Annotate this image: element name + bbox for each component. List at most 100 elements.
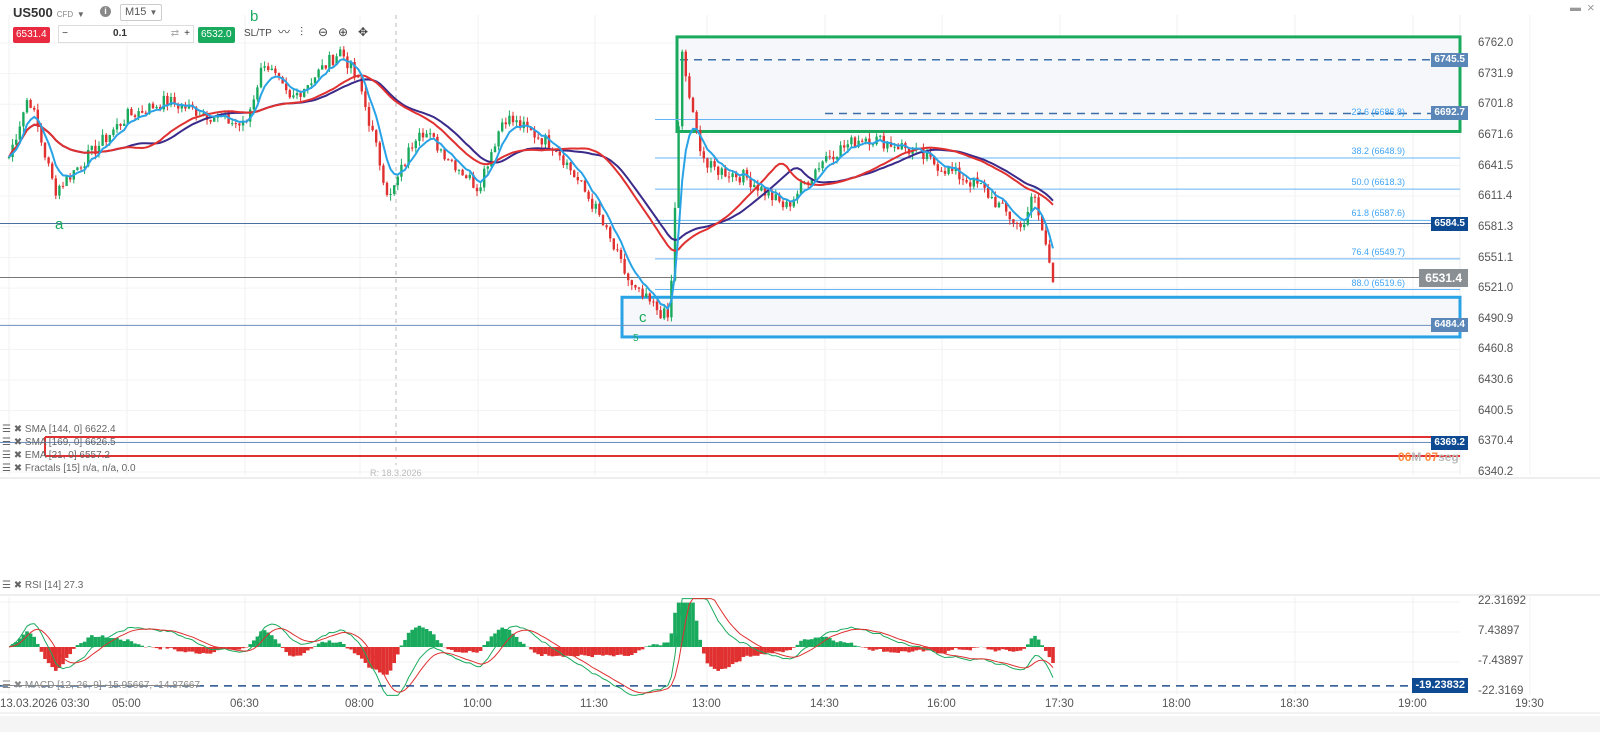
candle-body (357, 76, 360, 78)
candle-body (324, 65, 327, 69)
candle-body (256, 87, 259, 100)
macd-level-badge[interactable]: -19.23832 (1412, 677, 1468, 693)
indicator-ema21-label[interactable]: ☰ ✖ EMA [21, 0] 6557.2 (2, 450, 110, 461)
candle-body (706, 158, 709, 168)
line-chart-icon[interactable]: 〰 (278, 25, 291, 39)
candle-body (983, 183, 986, 188)
candle-body (274, 68, 277, 74)
candle-body (785, 201, 788, 208)
indicator-macd-label[interactable]: ☰ ✖ MACD [12, 26, 9] -15.95667, -14.8766… (2, 680, 201, 691)
candle-body (137, 111, 140, 117)
candle-body (33, 107, 36, 110)
candle-body (51, 163, 54, 179)
buy-button[interactable]: 6532.0 (198, 27, 235, 43)
level-6692-badge[interactable]: 6692.7 (1431, 106, 1468, 121)
candle-body (731, 173, 734, 178)
candle-body (15, 139, 18, 145)
macd-text: MACD [12, 26, 9] -15.95667, -14.87667 (24, 680, 201, 691)
candle-body (720, 168, 723, 175)
candle-body (605, 225, 608, 228)
macd-signal-line (8, 598, 1054, 694)
candle-body (749, 177, 752, 188)
candle-body (331, 54, 335, 65)
candle-body (501, 122, 504, 132)
candle-body (328, 54, 331, 69)
level-6745-badge[interactable]: 6745.5 (1431, 52, 1468, 67)
candle-body (303, 89, 306, 97)
candle-body (43, 142, 47, 158)
indicator-sma169-label[interactable]: ☰ ✖ SMA [169, 0] 6626.5 (2, 437, 116, 448)
crosshair-move-icon[interactable]: ✥ (358, 25, 369, 39)
fib-label: 88.0 (6519.6) (1351, 277, 1405, 288)
candle-body (1030, 196, 1033, 212)
candle-body (454, 160, 457, 171)
candle-body (965, 180, 968, 183)
candle-body (130, 109, 133, 116)
candle-body (727, 176, 731, 178)
wave-label-a: a (55, 216, 64, 233)
symbol-selector[interactable]: US500 CFD ▼ (13, 5, 85, 22)
candle-body (439, 149, 443, 151)
indicator-sma144-label[interactable]: ☰ ✖ SMA [144, 0] 6622.4 (2, 424, 116, 435)
fractals-text: Fractals [15] n/a, n/a, 0.0 (24, 463, 136, 474)
candle-body (385, 182, 389, 195)
candle-body (112, 129, 115, 136)
symbol-type: CFD (56, 10, 74, 19)
price-axis-label: 6581.3 (1478, 220, 1514, 233)
candle-body (778, 194, 781, 202)
fib-label: 50.0 (6618.3) (1351, 177, 1405, 188)
candle-body (843, 145, 846, 148)
level-6369-badge[interactable]: 6369.2 (1431, 435, 1468, 450)
candle-body (922, 149, 925, 160)
time-axis-label: 14:30 (810, 698, 839, 710)
zoom-in-icon[interactable]: ⊕ (338, 25, 349, 39)
quantity-stepper[interactable]: − 0.1 ⇄ + (58, 25, 194, 43)
swap-icon[interactable]: ⇄ (170, 28, 180, 39)
maximize-button[interactable]: ▬ (1570, 2, 1581, 14)
candle-body (583, 180, 587, 192)
price-axis-label: 6701.8 (1478, 98, 1514, 111)
countdown-minutes: 06 (1398, 450, 1412, 464)
level-6484-badge[interactable]: 6484.4 (1431, 318, 1468, 333)
decrease-button[interactable]: − (62, 28, 68, 39)
candle-body (22, 112, 25, 127)
candle-body (105, 134, 108, 143)
zoom-out-icon[interactable]: ⊖ (318, 25, 329, 39)
candle-body (573, 170, 576, 177)
candle-body (630, 280, 633, 286)
wave-label-b: b (250, 8, 259, 25)
level-6584-badge[interactable]: 6584.5 (1431, 216, 1468, 231)
candle-body (472, 174, 475, 188)
candle-body (839, 145, 842, 157)
sell-button[interactable]: 6531.4 (13, 27, 50, 43)
sma144-line (8, 74, 1054, 252)
timeframe-select[interactable]: M15 ▼ (120, 4, 163, 21)
price-axis-label: 6521.0 (1478, 282, 1514, 295)
indicator-rsi-label[interactable]: ☰ ✖ RSI [14] 27.3 (2, 580, 84, 591)
candle-body (587, 191, 590, 199)
info-icon[interactable]: i (100, 6, 111, 17)
candle-body (497, 131, 500, 147)
candle-body (933, 156, 936, 165)
candle-body (1033, 196, 1037, 198)
sltp-button[interactable]: SL/TP (244, 28, 272, 39)
indicator-fractals-label[interactable]: ☰ ✖ Fractals [15] n/a, n/a, 0.0 (2, 463, 136, 474)
indicators-icon[interactable]: ⫶ (300, 25, 304, 39)
candle-body (231, 123, 234, 125)
candle-body (897, 146, 900, 150)
candle-body (101, 134, 104, 146)
candle-body (609, 227, 612, 239)
supply-zone (675, 35, 1462, 133)
candle-body (375, 130, 378, 143)
sma169-line (8, 78, 1054, 242)
quantity-input[interactable]: 0.1 (113, 28, 127, 39)
increase-button[interactable]: + (184, 28, 190, 39)
rsi-text: RSI [14] 27.3 (24, 580, 84, 591)
price-axis-label: 6460.8 (1478, 343, 1514, 356)
fib-label: 23.6 (6686.8) (1351, 107, 1405, 118)
candle-body (436, 136, 439, 151)
close-button[interactable]: × (1587, 0, 1595, 15)
candle-body (598, 203, 601, 216)
candle-body (724, 168, 727, 177)
